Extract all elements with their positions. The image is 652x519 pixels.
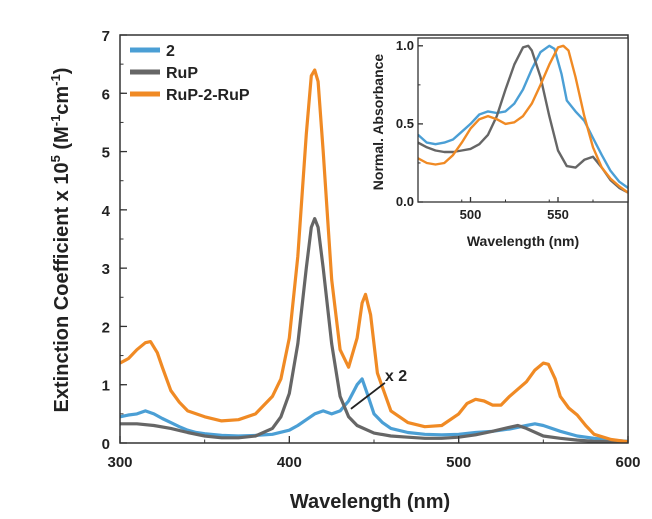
main-y-tick-label-1: 1 (102, 378, 110, 395)
inset-y-axis-title: Normal. Absorbance (370, 54, 386, 191)
inset-y-tick-label-0-5: 0.5 (396, 116, 414, 131)
y-title-exp-m: -1 (48, 115, 63, 127)
inset-y-tick-label-0-0: 0.0 (396, 194, 414, 209)
y-title-part-close: ) (51, 68, 73, 75)
inset-series-2 (418, 44, 628, 189)
main-y-tick-label-7: 7 (102, 28, 110, 45)
main-series-rup (120, 217, 628, 443)
y-title-exp-5: 5 (48, 155, 63, 162)
inset-plot-frame (417, 37, 629, 203)
main-y-tick-label-3: 3 (102, 261, 110, 278)
main-series-rup-2-rup (120, 68, 628, 443)
main-y-axis-title: Extinction Coefficient x 105 (M-1cm-1) (48, 68, 73, 413)
annotation-label: x 2 (385, 368, 407, 385)
main-series-group (120, 68, 628, 443)
main-plot: 300 400 500 600 0 1 2 3 4 5 6 7 Wavelength (nm) Ex… (48, 28, 641, 513)
legend-label-rup: RuP (166, 65, 198, 82)
annotation-leader-line (350, 382, 386, 410)
legend-label-rup-2-rup: RuP-2-RuP (166, 87, 250, 104)
y-title-part-cm: cm (51, 86, 73, 115)
main-y-tick-label-2: 2 (102, 319, 110, 336)
y-title-part-main: Extinction Coefficient x 10 (51, 162, 73, 412)
main-y-ticks: 0 1 2 3 4 5 6 7 (102, 28, 127, 453)
main-x-ticks: 300 400 500 600 (107, 436, 641, 471)
inset-series-group (418, 44, 628, 194)
inset-y-tick-label-1-0: 1.0 (396, 38, 414, 53)
main-y-tick-label-6: 6 (102, 86, 110, 103)
x2-annotation: x 2 (350, 368, 407, 410)
inset-plot: 500 550 0.0 0.5 1.0 Wavelength (nm) Normal.… (370, 37, 629, 249)
inset-x-tick-label-500: 500 (460, 207, 482, 222)
inset-background (418, 38, 628, 202)
inset-x-axis-title: Wavelength (nm) (467, 233, 579, 249)
main-y-tick-label-4: 4 (102, 203, 111, 220)
main-x-tick-label-300: 300 (107, 454, 132, 471)
main-x-axis-title: Wavelength (nm) (290, 491, 450, 513)
main-x-tick-label-600: 600 (615, 454, 640, 471)
inset-y-ticks: 0.0 0.5 1.0 (396, 38, 423, 209)
legend: 2 RuP RuP-2-RuP (130, 43, 250, 104)
main-x-tick-label-500: 500 (446, 454, 471, 471)
main-y-tick-label-5: 5 (102, 145, 110, 162)
y-title-part-unit-open: (M (51, 126, 73, 155)
main-x-tick-label-400: 400 (277, 454, 302, 471)
legend-label-2: 2 (166, 43, 175, 60)
inset-series-rup-2-rup (418, 44, 628, 194)
inset-x-tick-label-550: 550 (547, 207, 569, 222)
main-y-tick-label-0: 0 (102, 436, 110, 453)
y-title-exp-cm: -1 (48, 74, 63, 86)
inset-x-ticks: 500 550 (417, 197, 594, 222)
